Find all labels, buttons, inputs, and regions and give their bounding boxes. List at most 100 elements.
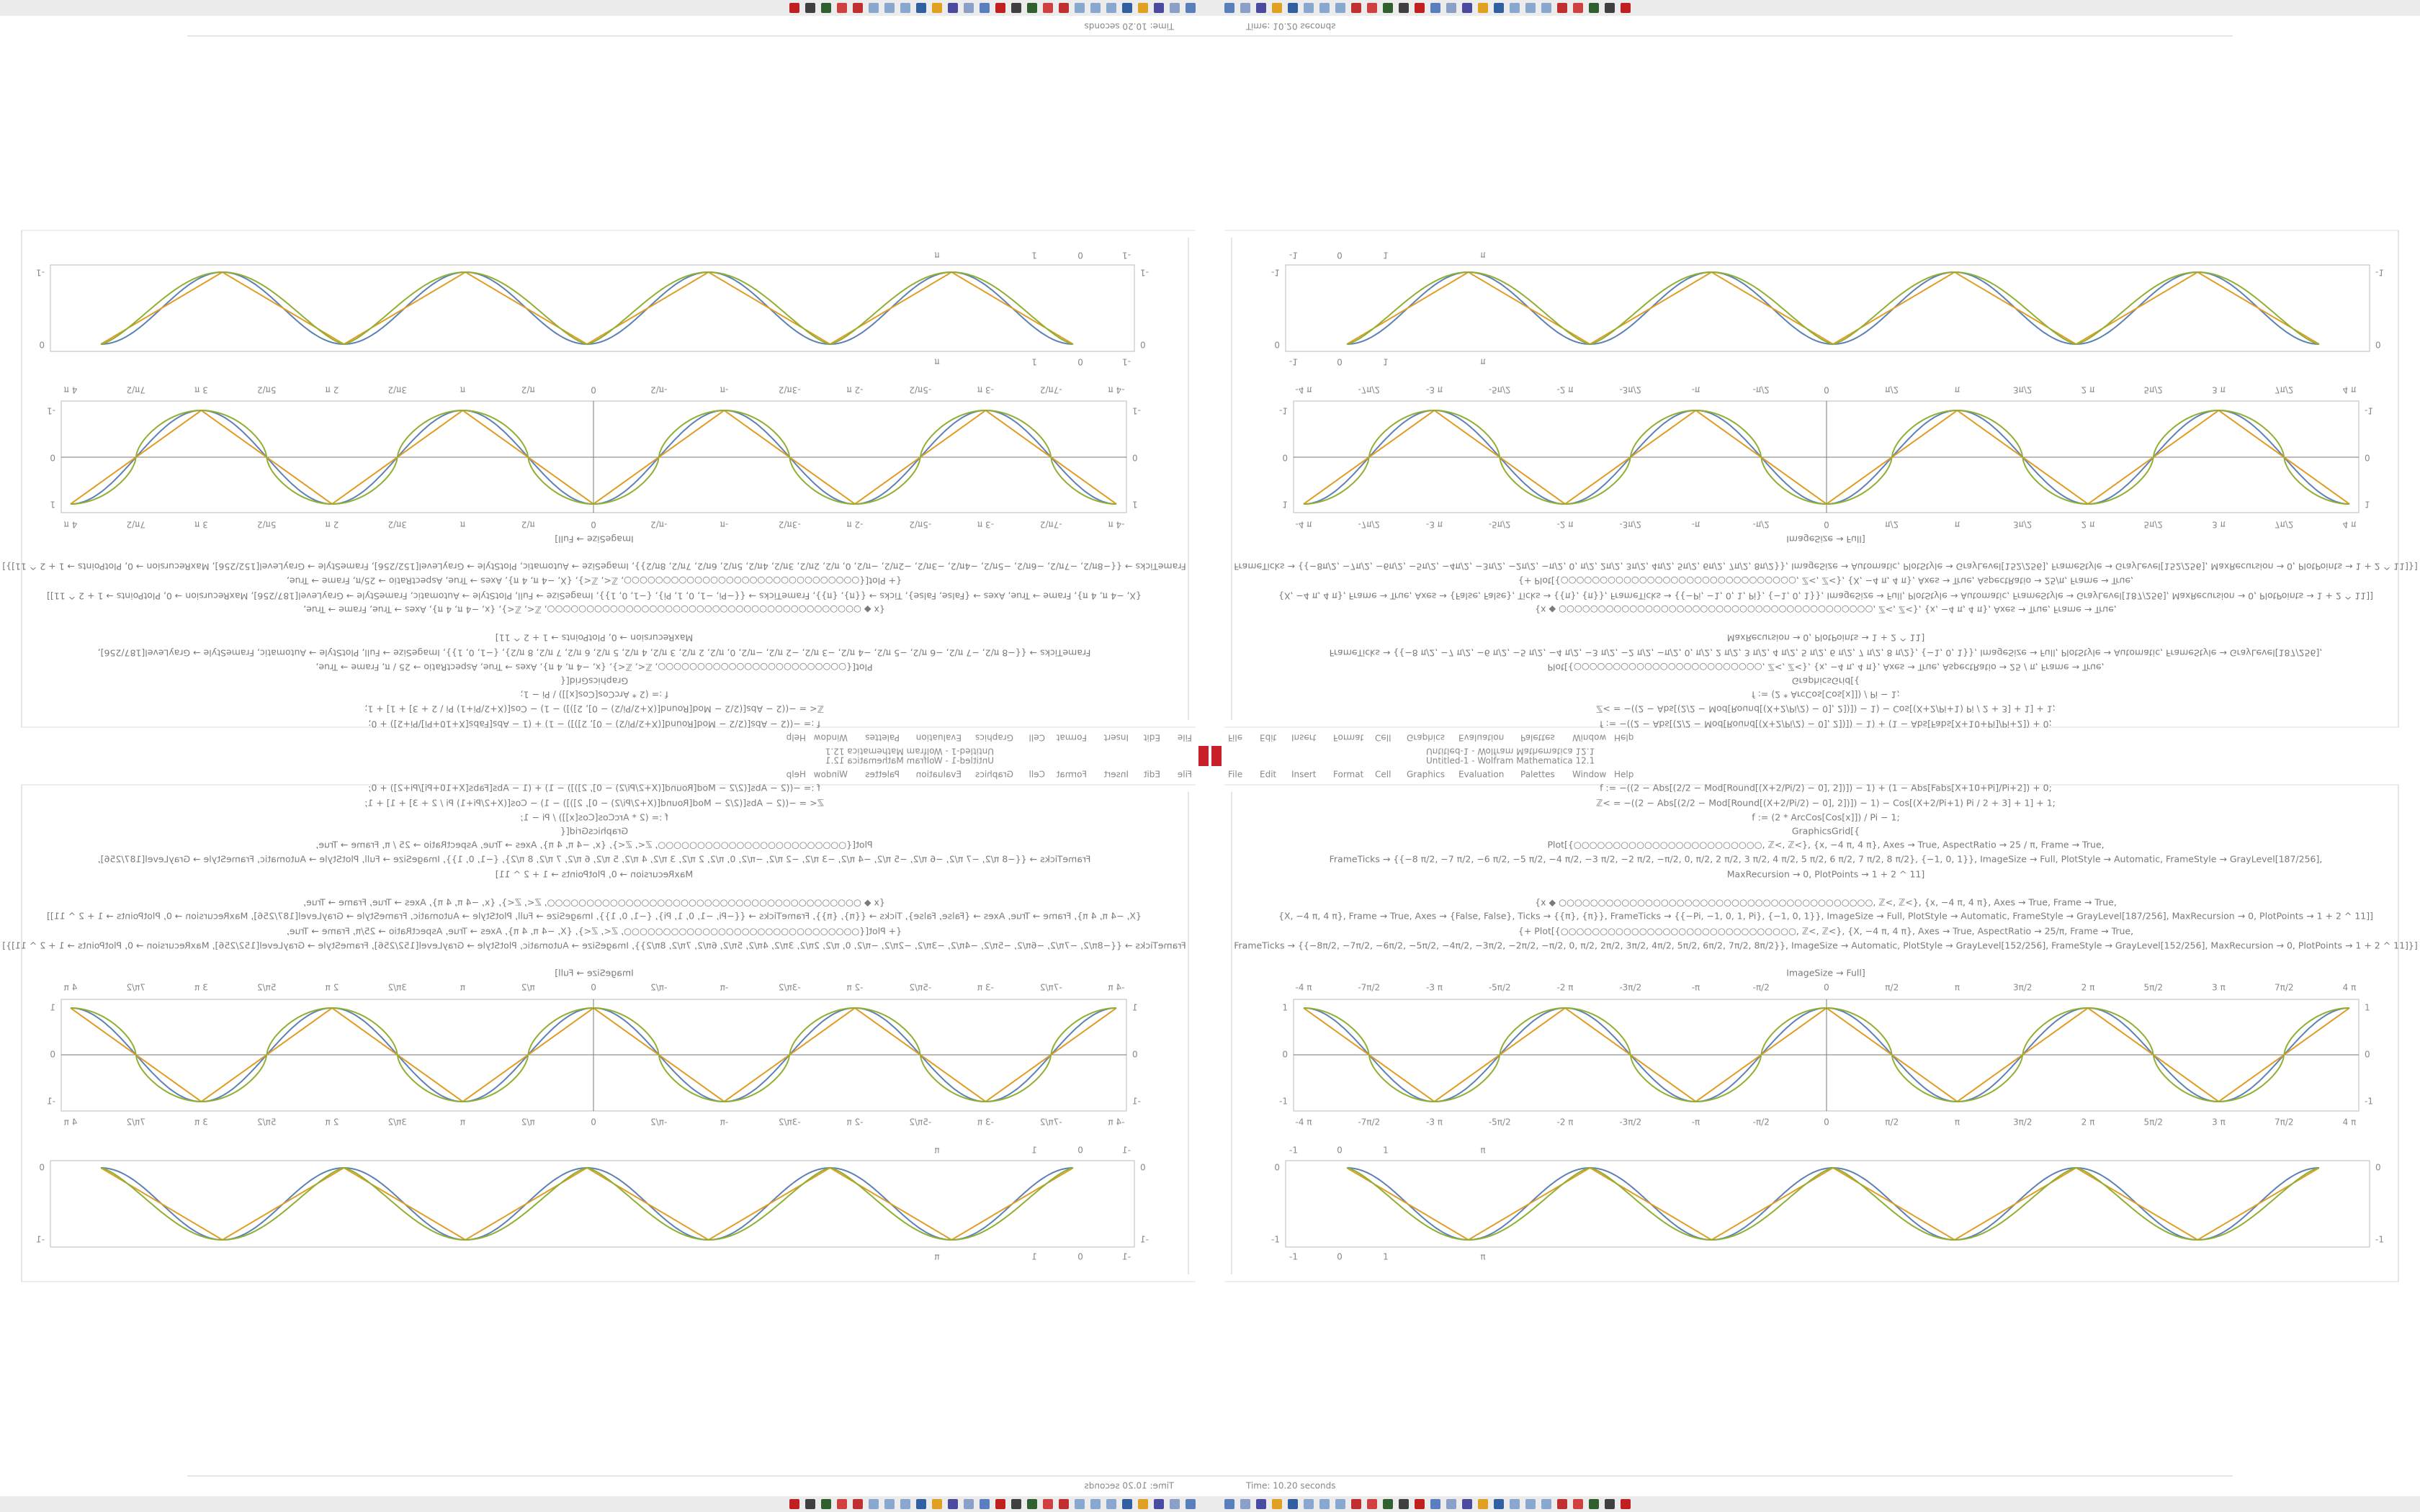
x-tick-label: 5π/2	[2143, 983, 2163, 993]
code-line: FrameTicks → {{−8 π/2, −7 π/2, −6 π/2, −…	[98, 854, 1091, 865]
y-tick-label: 0	[1282, 1050, 1288, 1060]
menu-item[interactable]: Cell	[1375, 733, 1391, 743]
plot-frame	[50, 1160, 1135, 1248]
menu-item[interactable]: Cell	[1029, 733, 1045, 743]
taskbar-icon	[789, 3, 799, 13]
taskbar-icon	[853, 3, 863, 13]
x-tick-label: 3π/2	[2013, 385, 2033, 395]
menu-item[interactable]: Graphics	[975, 770, 1013, 780]
x-tick-label: 4 π	[64, 385, 78, 395]
taskbar-icon	[1304, 1499, 1314, 1509]
taskbar-icon	[821, 1499, 831, 1509]
x-tick-label: -4 π	[1295, 520, 1312, 530]
taskbar-icon	[1415, 3, 1425, 13]
menu-item[interactable]: Edit	[1260, 770, 1277, 780]
menu-item[interactable]: Insert	[1291, 733, 1317, 743]
menu-item[interactable]: Insert	[1103, 770, 1129, 780]
x-tick-label: 2 π	[2081, 385, 2095, 395]
taskbar-icon	[1430, 3, 1440, 13]
y-tick-label: -1	[1132, 1097, 1141, 1107]
menu-item[interactable]: Format	[1056, 770, 1087, 780]
menu-item[interactable]: Format	[1333, 733, 1364, 743]
code-line: {x ◆ ○○○○○○○○○○○○○○○○○○○○○○○○○○○○○○○○○○○…	[303, 605, 885, 616]
x-tick-label: 5π/2	[2143, 385, 2163, 395]
x-tick-label: 3 π	[2212, 1117, 2226, 1128]
menu-item[interactable]: Format	[1333, 770, 1364, 780]
menu-item[interactable]: Graphics	[1407, 733, 1445, 743]
menu-item[interactable]: Palettes	[1520, 733, 1555, 743]
menu-item[interactable]: Insert	[1291, 770, 1317, 780]
menu-item[interactable]: File	[1178, 733, 1192, 743]
taskbar-icon	[1106, 1499, 1116, 1509]
menu-item[interactable]: Cell	[1029, 770, 1045, 780]
taskbar-icon	[1383, 3, 1393, 13]
plots: -4 π -4 π -7π/2 -7π/2 -3 π -3 π -5π/2 -5π/2 -2 π…	[36, 251, 1149, 530]
menu-item[interactable]: Palettes	[865, 733, 900, 743]
menu-item[interactable]: Window	[1572, 733, 1607, 743]
menu-item[interactable]: Evaluation	[1458, 733, 1504, 743]
menu-item[interactable]: File	[1178, 770, 1192, 780]
taskbar-icon	[789, 1499, 799, 1509]
taskbar-icon	[1224, 1499, 1234, 1509]
menu-item[interactable]: Window	[1572, 770, 1607, 780]
code-line: FrameTicks → {{−8π/2, −7π/2, −6π/2, −5π/…	[1234, 940, 2418, 951]
x-tick-label: -2 π	[1556, 385, 1573, 395]
taskbar-icon	[932, 3, 942, 13]
status: Time: 10.20 seconds	[1245, 1481, 1335, 1491]
menu-item[interactable]: Edit	[1143, 770, 1160, 780]
taskbar-icon	[1462, 1499, 1472, 1509]
menu-item[interactable]: Window	[814, 733, 848, 743]
x-tick-label: 0	[591, 385, 596, 395]
notebook-quadrant: Untitled-1 - Wolfram Mathematica 12.1 Ti…	[1210, 0, 2420, 757]
code-line: Plot[{○○○○○○○○○○○○○○○○○○○○○○○○, ℤ<, ℤ<},…	[315, 662, 872, 673]
x-tick-label: 0	[1337, 357, 1343, 367]
menu-item[interactable]: Edit	[1143, 733, 1160, 743]
x-tick-label: 5π/2	[257, 385, 277, 395]
menu-item[interactable]: Edit	[1260, 733, 1277, 743]
taskbar-icon	[1494, 1499, 1504, 1509]
menu-item[interactable]: Help	[786, 770, 806, 780]
menu-item[interactable]: Evaluation	[916, 770, 962, 780]
x-tick-label: 0	[1077, 1146, 1083, 1156]
taskbar-icon	[821, 3, 831, 13]
menu-item[interactable]: Insert	[1103, 733, 1129, 743]
code-line: GraphicsGrid[{	[1792, 826, 1860, 837]
code-cells: f := −((2 − Abs[(2/2 − Mod[Round[(X+2/Pi…	[2, 783, 1186, 978]
menu-item[interactable]: Graphics	[975, 733, 1013, 743]
y-tick-label: 0	[1282, 453, 1288, 463]
x-tick-label: -5π/2	[909, 983, 931, 993]
x-tick-label: 4 π	[2343, 983, 2357, 993]
code-line: ImageSize → Full]	[555, 968, 633, 978]
menu-item[interactable]: Cell	[1375, 770, 1391, 780]
x-tick-label: π	[460, 520, 465, 530]
app-icon	[1198, 746, 1209, 756]
menu-item[interactable]: Help	[786, 733, 806, 743]
x-tick-label: -3π/2	[1619, 520, 1641, 530]
taskbar-icon	[1170, 3, 1180, 13]
taskbar-icon	[1043, 3, 1053, 13]
menu-item[interactable]: File	[1228, 733, 1242, 743]
taskbar-icon	[1090, 3, 1101, 13]
y-tick-label: 0	[39, 340, 45, 350]
x-tick-label: π	[1955, 1117, 1960, 1128]
taskbar-icon	[1399, 1499, 1409, 1509]
x-tick-label: -π/2	[650, 1117, 667, 1128]
x-tick-label: 2 π	[326, 385, 339, 395]
menu-item[interactable]: Evaluation	[1458, 770, 1504, 780]
menu-item[interactable]: Palettes	[865, 770, 900, 780]
menu-item[interactable]: Help	[1614, 770, 1634, 780]
x-tick-label: -3 π	[977, 385, 994, 395]
menu-item[interactable]: File	[1228, 770, 1242, 780]
taskbar-icon	[837, 3, 847, 13]
taskbar-icon	[1399, 3, 1409, 13]
menu-item[interactable]: Help	[1614, 733, 1634, 743]
x-tick-label: 2 π	[2081, 1117, 2095, 1128]
code-line: GraphicsGrid[{	[1792, 676, 1860, 687]
menu-item[interactable]: Graphics	[1407, 770, 1445, 780]
x-tick-label: 1	[1031, 357, 1037, 367]
menu-item[interactable]: Window	[814, 770, 848, 780]
menu-item[interactable]: Evaluation	[916, 733, 962, 743]
menu-item[interactable]: Format	[1056, 733, 1087, 743]
menu-item[interactable]: Palettes	[1520, 770, 1555, 780]
